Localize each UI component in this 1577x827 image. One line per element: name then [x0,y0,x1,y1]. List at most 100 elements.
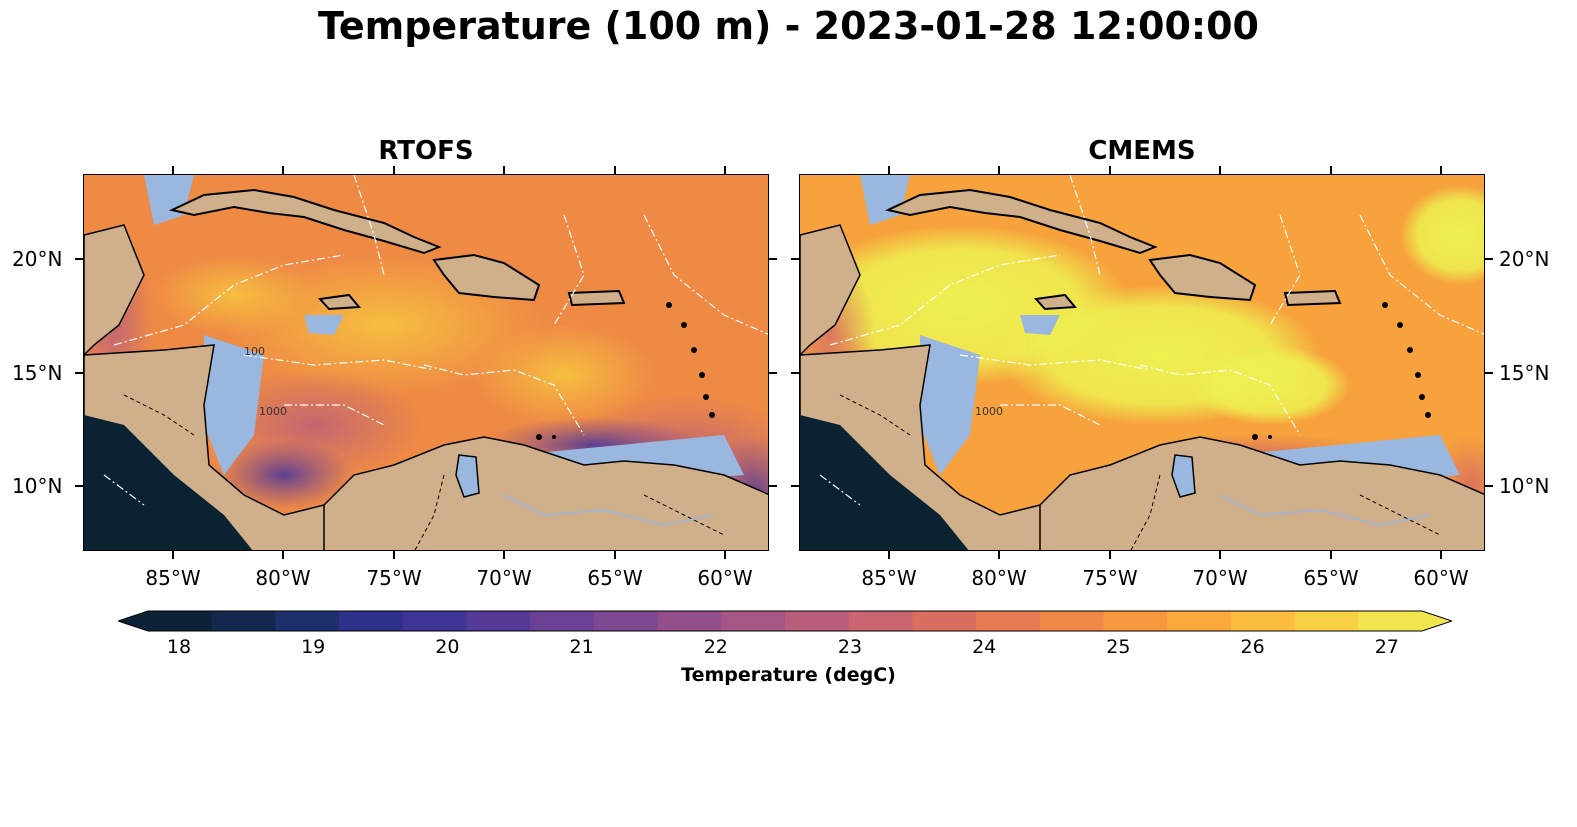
contour-label: 100 [244,345,265,358]
warm-core [474,325,654,425]
map-panel-rtofs[interactable]: 1000 100 [83,174,769,551]
lon-label-80w: 80°W [255,566,311,590]
axis-tick [393,551,395,559]
river [1219,494,1431,526]
axis-tick [503,166,505,174]
colorbar-tick-label: 26 [1240,636,1265,658]
axis-tick [998,551,1000,559]
map-panel-cmems[interactable]: 1000 [799,174,1485,551]
hispaniola-land [432,253,541,302]
colorbar-tick-label: 19 [301,636,326,658]
colorbar-tick-label: 22 [703,636,728,658]
axis-tick [724,166,726,174]
colorbar-cell [530,611,595,631]
lesser-antilles [1252,302,1431,440]
lon-label-75w: 75°W [366,566,422,590]
colorbar-cell [848,611,913,631]
lat-label-10n: 10°N [12,474,63,498]
pacific-basin [84,415,253,550]
lat-label-15n-right: 15°N [1499,361,1550,385]
country-borders [839,394,1441,550]
axis-tick [1330,166,1332,174]
axis-tick [791,485,799,487]
axis-tick [75,485,83,487]
lake-maracaibo [455,454,480,498]
axis-tick [769,485,777,487]
lon-label-65w: 65°W [587,566,643,590]
axis-tick [1219,166,1221,174]
colorbar-cell [785,611,850,631]
lon-label-70w: 70°W [476,566,532,590]
colorbar-cell [721,611,786,631]
colorbar [118,610,1452,632]
lat-label-15n: 15°N [12,361,63,385]
lon-label-60w: 60°W [697,566,753,590]
jamaica-land [317,293,362,311]
colorbar-cell [466,611,531,631]
river [503,494,715,526]
colorbar-tick-label: 25 [1106,636,1131,658]
axis-tick [75,372,83,374]
cuba-land [168,188,442,255]
lon-label-80w-right: 80°W [971,566,1027,590]
axis-tick [769,372,777,374]
south-america-land [323,436,768,550]
colorbar-cell [1294,611,1359,631]
hispaniola-land [1148,253,1257,302]
contour-label: 1000 [975,405,1003,418]
axis-tick [172,551,174,559]
colorbar-cell [976,611,1041,631]
lon-label-65w-right: 65°W [1303,566,1359,590]
warm-core [1400,185,1484,285]
lat-label-10n-right: 10°N [1499,474,1550,498]
colorbar-cell [657,611,722,631]
axis-tick [888,551,890,559]
axis-tick [393,166,395,174]
axis-tick [282,166,284,174]
colorbar-tick-label: 21 [569,636,594,658]
axis-tick [998,166,1000,174]
colorbar-cell [912,611,977,631]
colorbar-cell [1230,611,1296,631]
lon-label-85w-right: 85°W [861,566,917,590]
axis-tick [172,166,174,174]
axis-tick [1109,166,1111,174]
colorbar-tick-label: 23 [837,636,863,658]
colorbar-tick-label: 20 [435,636,460,658]
shelf-area [304,315,344,335]
lon-label-85w: 85°W [145,566,201,590]
eez-boundaries [819,175,1484,506]
colorbar-cell [1167,611,1232,631]
figure-title: Temperature (100 m) - 2023-01-28 12:00:0… [317,4,1259,48]
contour-label: 1000 [259,405,287,418]
panel-title-cmems: CMEMS [1088,136,1196,166]
colorbar-extend-high [1422,611,1452,631]
axis-tick [1440,166,1442,174]
pacific-basin [800,415,969,550]
warm-core [154,255,314,335]
axis-tick [1330,551,1332,559]
lat-label-20n: 20°N [12,247,63,271]
colorbar-cell [275,611,340,631]
colorbar-cell [148,611,213,631]
axis-tick [614,551,616,559]
axis-tick [1485,372,1493,374]
shelf-area [1020,315,1060,335]
axis-tick [75,258,83,260]
colorbar-cell [593,611,659,631]
shelf-area [920,335,980,475]
lon-label-60w-right: 60°W [1413,566,1469,590]
colorbar-cell [211,611,276,631]
cold-patch [214,440,354,510]
colorbar-extend-low [118,611,148,631]
axis-tick [1485,485,1493,487]
lesser-antilles [536,302,715,440]
colorbar-cell [402,611,467,631]
axis-tick [791,372,799,374]
lat-label-20n-right: 20°N [1499,247,1550,271]
map-canvas-rtofs: 1000 100 [84,175,768,550]
map-canvas-cmems: 1000 [800,175,1484,550]
colorbar-cell [1103,611,1168,631]
axis-tick [724,551,726,559]
yucatan-land [800,224,861,357]
